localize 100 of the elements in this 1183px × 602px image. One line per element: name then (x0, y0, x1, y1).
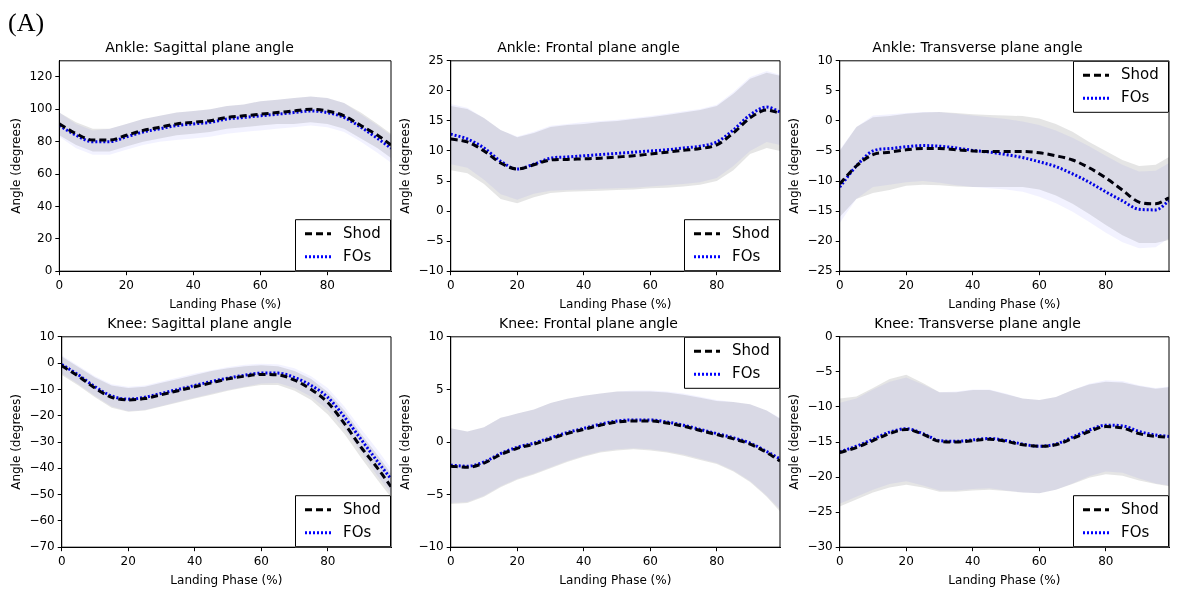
x-tick-label: 40 (576, 553, 592, 568)
y-tick-label: −15 (807, 203, 833, 218)
y-tick-label: 0 (47, 355, 55, 370)
y-tick-label: −10 (807, 399, 833, 414)
x-tick-label: 60 (642, 277, 658, 292)
y-tick-label: −50 (29, 486, 55, 501)
y-tick-label: 80 (37, 133, 53, 148)
y-tick-label: 10 (428, 328, 444, 343)
y-tick-label: 0 (825, 113, 833, 128)
x-tick-label: 0 (835, 277, 844, 292)
y-tick-label: −10 (807, 173, 833, 188)
y-tick-label: −40 (29, 460, 55, 475)
x-tick-label: 20 (898, 277, 914, 292)
y-tick-label: −70 (29, 539, 55, 554)
y-tick-label: 20 (428, 82, 444, 97)
x-tick-label: 40 (965, 277, 981, 292)
y-tick-label: 10 (428, 143, 444, 158)
y-tick-label: −30 (29, 434, 55, 449)
x-tick-label: 0 (835, 553, 844, 568)
x-tick-label: 40 (576, 277, 592, 292)
y-tick-label: −15 (807, 434, 833, 449)
y-axis-title: Angle (degrees) (398, 118, 413, 214)
y-tick-label: −20 (807, 233, 833, 248)
text: (A) (8, 8, 45, 37)
y-axis-title: Angle (degrees) (787, 394, 802, 490)
x-tick-label: 0 (57, 553, 66, 568)
x-tick-label: 80 (1098, 553, 1114, 568)
legend-label: FOs (1121, 522, 1150, 541)
y-axis-title: Angle (degrees) (9, 118, 24, 214)
y-tick-label: 120 (29, 69, 53, 84)
x-axis-title: Landing Phase (%) (559, 572, 672, 587)
y-tick-label: −25 (807, 263, 833, 278)
chart-title: Ankle: Sagittal plane angle (105, 39, 294, 56)
y-tick-label: −60 (29, 513, 55, 528)
legend-label: FOs (732, 246, 761, 265)
chart-title: Knee: Frontal plane angle (499, 315, 678, 332)
x-tick-label: 80 (1098, 277, 1114, 292)
x-tick-label: 60 (253, 553, 269, 568)
y-tick-label: 10 (817, 52, 833, 67)
legend-label: Shod (1121, 65, 1159, 84)
y-axis-title: Angle (degrees) (398, 394, 413, 490)
y-tick-label: 15 (428, 113, 444, 128)
y-tick-label: 0 (436, 203, 444, 218)
y-tick-label: −20 (29, 407, 55, 422)
y-tick-label: 10 (39, 328, 55, 343)
x-tick-label: 0 (446, 553, 455, 568)
y-tick-label: 5 (436, 173, 444, 188)
x-tick-label: 20 (120, 553, 136, 568)
y-tick-label: 25 (428, 52, 444, 67)
y-tick-label: 0 (44, 263, 53, 278)
x-tick-label: 20 (898, 553, 914, 568)
x-tick-label: 80 (709, 553, 725, 568)
y-tick-label: −30 (807, 539, 833, 554)
y-tick-label: −10 (29, 381, 55, 396)
legend-label: Shod (343, 223, 381, 242)
legend-label: Shod (732, 341, 770, 360)
x-tick-label: 60 (252, 277, 268, 292)
x-axis-title: Landing Phase (%) (559, 296, 672, 311)
x-tick-label: 60 (1031, 553, 1047, 568)
x-tick-label: 60 (1031, 277, 1047, 292)
legend-label: Shod (1121, 499, 1159, 518)
y-tick-label: 5 (825, 82, 833, 97)
x-axis-title: Landing Phase (%) (170, 572, 283, 587)
y-tick-label: 20 (37, 230, 53, 245)
x-tick-label: 40 (965, 553, 981, 568)
y-tick-label: −25 (807, 504, 833, 519)
legend-label: FOs (343, 522, 372, 541)
chart-title: Ankle: Frontal plane angle (497, 39, 680, 56)
x-tick-label: 40 (185, 277, 201, 292)
chart-title: Knee: Transverse plane angle (874, 315, 1081, 332)
y-tick-label: −5 (815, 363, 833, 378)
x-tick-label: 80 (709, 277, 725, 292)
x-tick-label: 20 (509, 277, 525, 292)
y-tick-label: 0 (825, 328, 833, 343)
x-tick-label: 80 (320, 553, 336, 568)
y-tick-label: 40 (37, 198, 53, 213)
x-tick-label: 20 (118, 277, 134, 292)
chart-title: Ankle: Transverse plane angle (872, 39, 1083, 56)
y-tick-label: −5 (426, 233, 444, 248)
legend-label: Shod (732, 223, 770, 242)
legend-label: FOs (343, 246, 372, 265)
legend-label: Shod (343, 499, 381, 518)
chart-title: Knee: Sagittal plane angle (107, 315, 292, 332)
x-axis-title: Landing Phase (%) (169, 296, 282, 311)
legend-label: FOs (732, 364, 761, 383)
x-tick-label: 0 (446, 277, 455, 292)
x-tick-label: 40 (187, 553, 203, 568)
x-tick-label: 80 (319, 277, 335, 292)
y-axis-title: Angle (degrees) (9, 394, 24, 490)
y-tick-label: 0 (436, 434, 444, 449)
y-tick-label: −5 (815, 143, 833, 158)
y-axis-title: Angle (degrees) (787, 118, 802, 214)
legend-label: FOs (1121, 88, 1150, 107)
y-tick-label: −5 (426, 486, 444, 501)
y-tick-label: −10 (418, 539, 444, 554)
x-axis-title: Landing Phase (%) (948, 296, 1061, 311)
x-tick-label: 20 (509, 553, 525, 568)
y-tick-label: 5 (436, 381, 444, 396)
x-axis-title: Landing Phase (%) (948, 572, 1061, 587)
y-tick-label: −20 (807, 469, 833, 484)
